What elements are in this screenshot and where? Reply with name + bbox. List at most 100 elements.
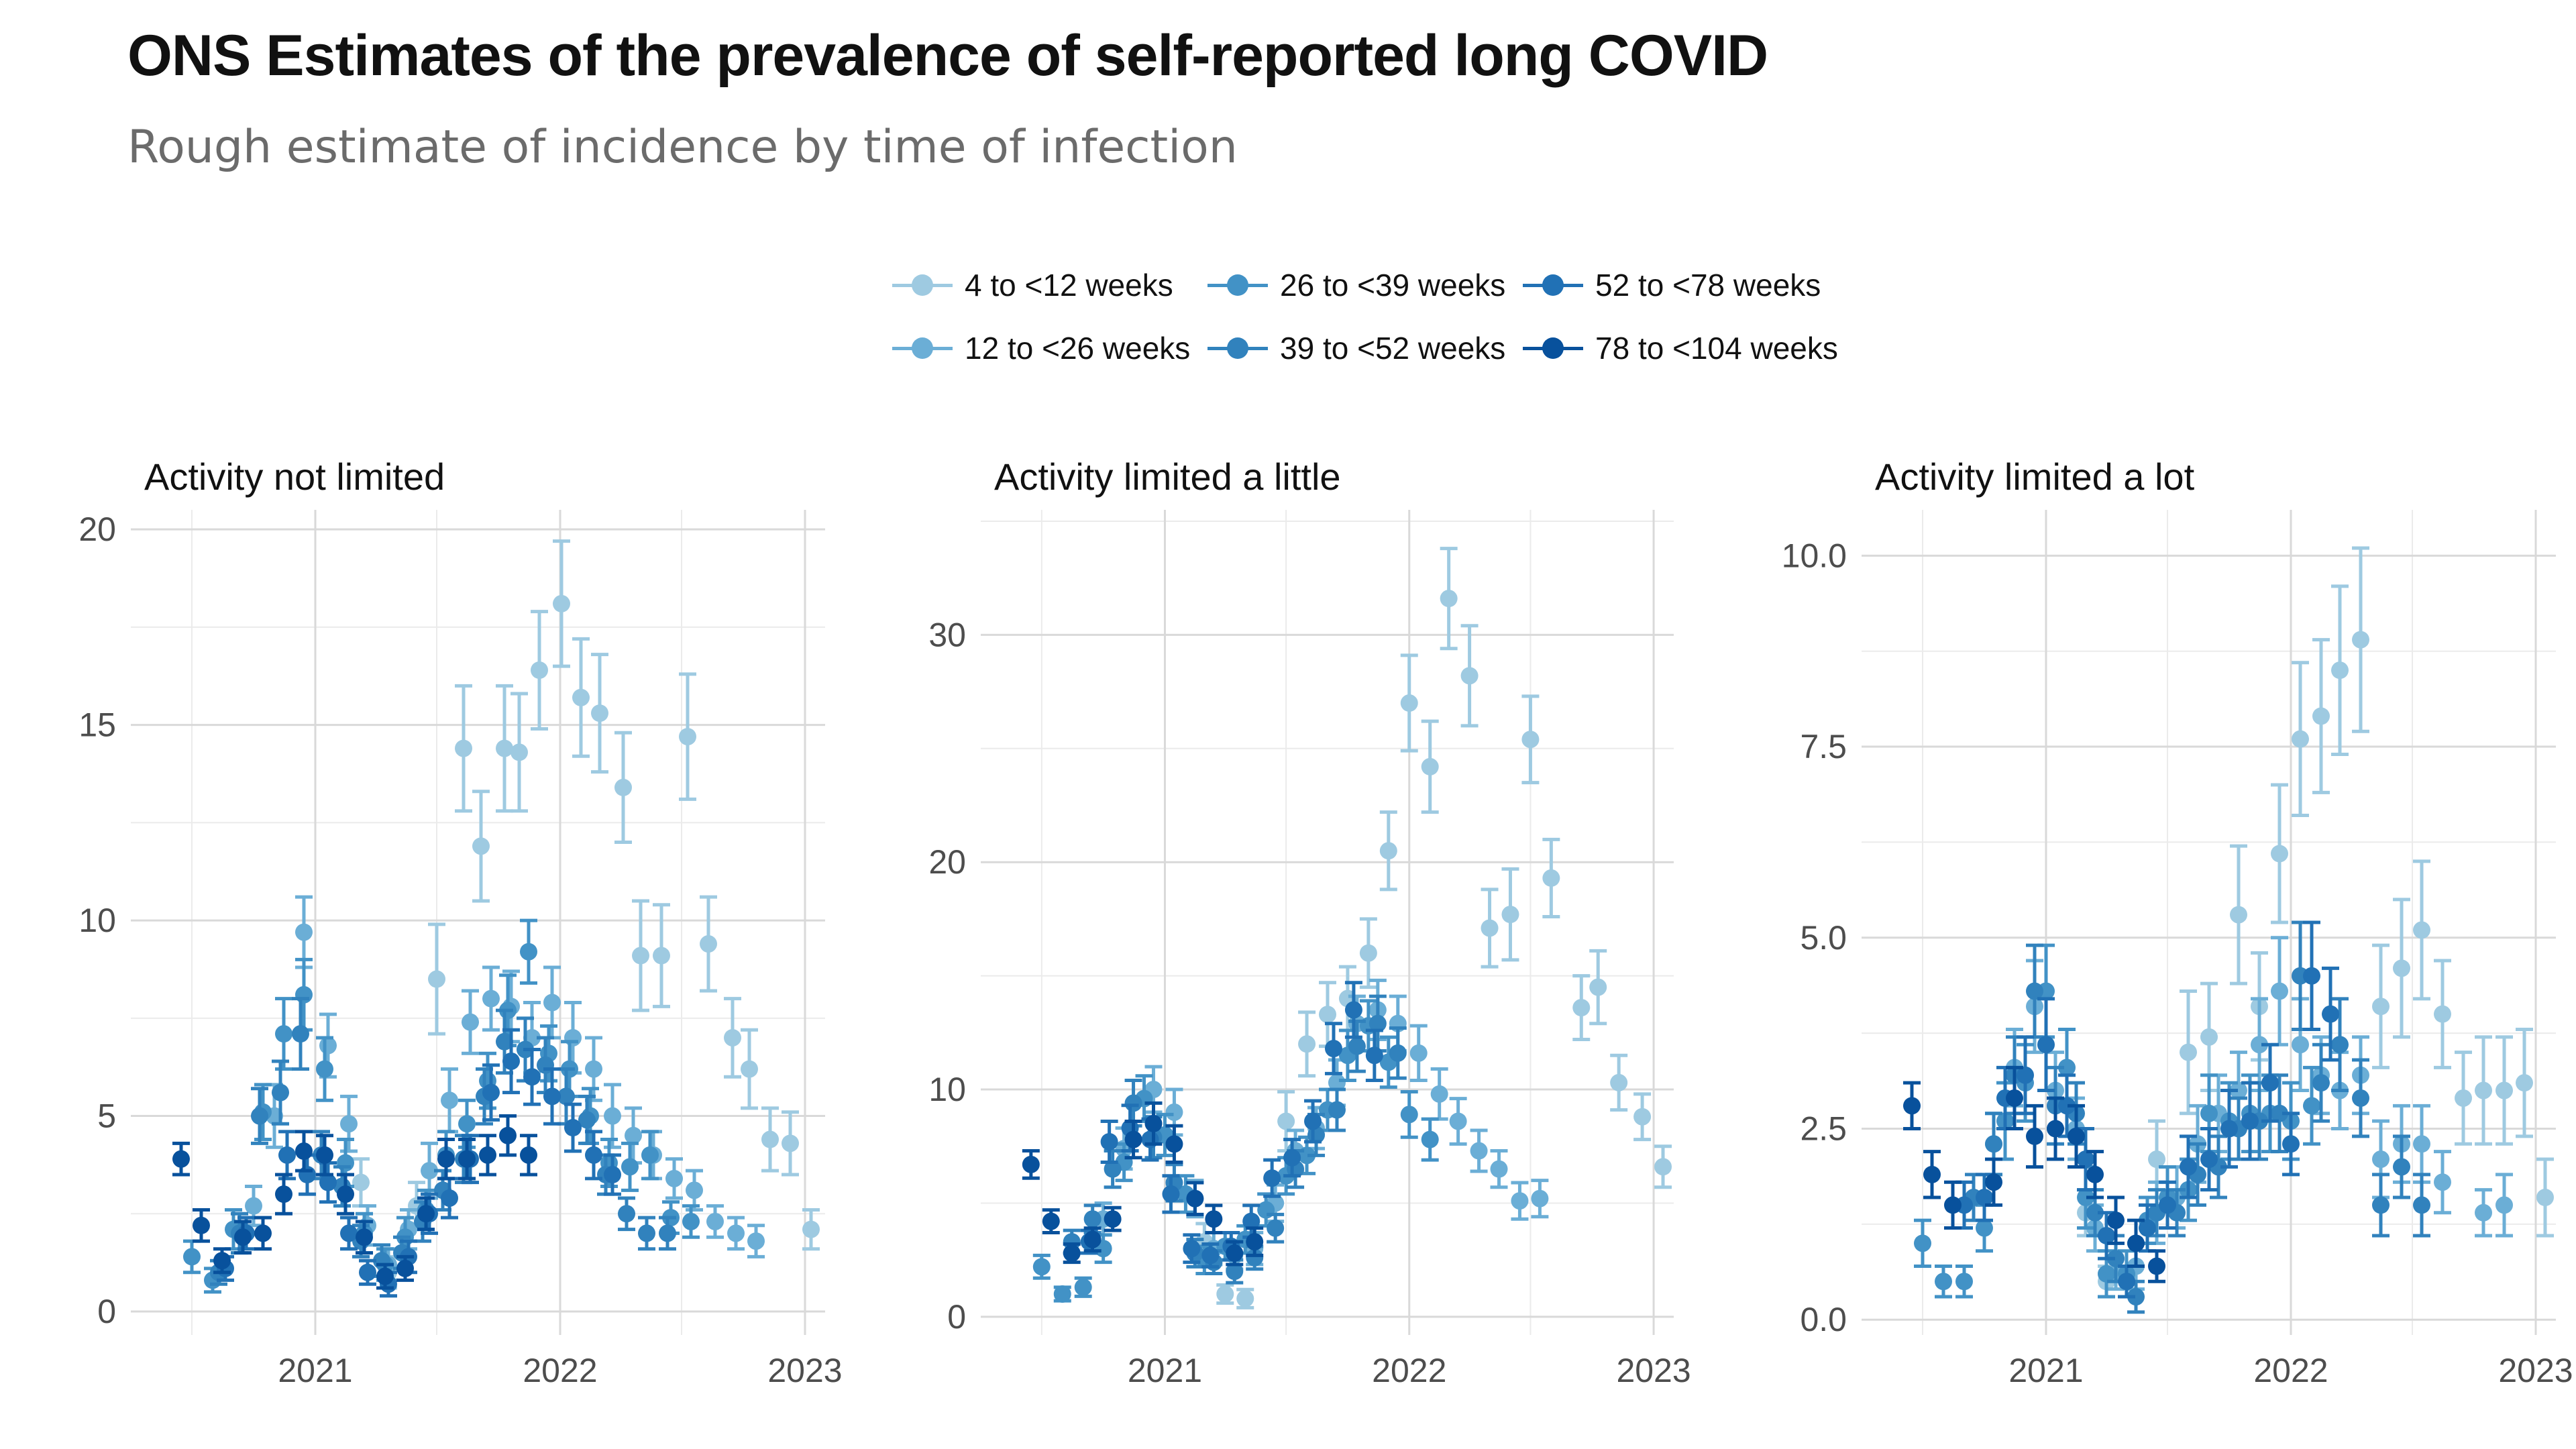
data-point: [183, 1248, 201, 1266]
data-point: [2352, 631, 2369, 649]
y-tick-label: 20: [928, 843, 966, 881]
y-tick-label: 10: [78, 902, 116, 939]
data-point: [1430, 1085, 1448, 1103]
panel-title: Activity not limited: [144, 455, 445, 498]
data-point: [1104, 1210, 1122, 1228]
legend-item-26-39: 26 to <39 weeks: [1201, 258, 1505, 312]
data-point: [1246, 1233, 1264, 1251]
data-point: [1283, 1148, 1301, 1167]
data-point: [1368, 1014, 1387, 1032]
series: [172, 1114, 537, 1290]
legend-item-52-78: 52 to <78 weeks: [1516, 258, 1821, 312]
chart-panel: 0 10 20 30 2021 2022 2023 Activity limited a li…: [928, 455, 1690, 1389]
chart-title: ONS Estimates of the prevalence of self-…: [127, 23, 1768, 88]
data-point: [441, 1091, 458, 1110]
data-point: [337, 1185, 354, 1203]
data-point: [591, 704, 608, 722]
legend-label: 39 to <52 weeks: [1280, 331, 1506, 366]
data-point: [659, 1224, 676, 1242]
data-point: [641, 1146, 659, 1164]
data-point: [1409, 1044, 1428, 1062]
data-point: [275, 1025, 292, 1043]
data-point: [1242, 1212, 1260, 1230]
data-point: [376, 1267, 394, 1285]
data-point: [1572, 999, 1591, 1017]
panel-title: Activity limited a little: [994, 455, 1341, 498]
data-point: [1359, 944, 1377, 962]
data-point: [1389, 1044, 1407, 1062]
data-point: [2127, 1234, 2145, 1252]
y-tick-label: 20: [78, 511, 116, 548]
legend-item-12-26: 12 to <26 weeks: [885, 321, 1190, 375]
data-point: [502, 1052, 520, 1070]
data-point: [2220, 1120, 2238, 1138]
data-point: [1589, 978, 1607, 996]
y-tick-label: 0: [947, 1298, 966, 1336]
legend-key: [885, 328, 959, 368]
data-point: [679, 728, 696, 746]
data-point: [428, 970, 445, 988]
data-point: [496, 1032, 513, 1051]
data-point: [1490, 1160, 1508, 1178]
data-point: [275, 1185, 292, 1203]
data-point: [724, 1028, 741, 1046]
data-point: [340, 1115, 358, 1133]
data-point: [2159, 1196, 2176, 1214]
data-point: [2200, 1028, 2218, 1046]
y-tick-label: 10: [928, 1071, 966, 1108]
data-point: [625, 1126, 642, 1144]
x-tick-label: 2023: [1616, 1352, 1690, 1389]
data-point: [1976, 1189, 1993, 1206]
data-point: [479, 1146, 496, 1164]
data-point: [1400, 694, 1418, 712]
data-point: [1470, 1142, 1488, 1160]
data-point: [1083, 1230, 1102, 1248]
data-point: [2413, 1135, 2430, 1153]
data-point: [564, 1119, 582, 1137]
data-point: [1421, 757, 1439, 775]
data-point: [1421, 1130, 1439, 1148]
data-point: [2352, 1089, 2369, 1107]
data-point: [441, 1189, 458, 1207]
data-point: [2200, 1104, 2218, 1122]
data-point: [2413, 921, 2430, 939]
data-point: [458, 1115, 476, 1133]
data-point: [1074, 1278, 1092, 1296]
data-point: [1267, 1219, 1285, 1237]
data-point: [1944, 1196, 1962, 1214]
chart-panel: 0 5 10 15 20 2021 2022 2023 Activity not limited: [78, 455, 842, 1389]
data-point: [1511, 1192, 1529, 1210]
data-point: [638, 1224, 655, 1242]
data-point: [1183, 1240, 1201, 1258]
data-point: [1186, 1189, 1204, 1208]
data-point: [1205, 1210, 1223, 1228]
data-point: [337, 1154, 354, 1172]
x-tick-label: 2021: [278, 1352, 352, 1389]
data-point: [1460, 667, 1479, 685]
data-point: [2303, 1097, 2320, 1115]
data-point: [2068, 1127, 2085, 1145]
data-point: [172, 1150, 190, 1168]
data-point: [1042, 1212, 1060, 1230]
data-point: [1328, 1073, 1346, 1091]
data-point: [1985, 1173, 2002, 1191]
data-point: [2148, 1150, 2165, 1169]
data-point: [2393, 959, 2410, 977]
data-point: [2077, 1150, 2094, 1169]
y-tick-label: 5: [97, 1097, 116, 1135]
series: [1195, 547, 1672, 1309]
data-point: [1379, 842, 1397, 860]
data-point: [1440, 590, 1458, 608]
data-point: [1542, 869, 1560, 887]
data-point: [665, 1169, 683, 1187]
data-point: [299, 1165, 316, 1183]
data-point: [1633, 1108, 1652, 1126]
data-point: [1216, 1285, 1234, 1303]
y-tick-label: 30: [928, 616, 966, 653]
data-point: [472, 837, 490, 855]
data-point: [614, 778, 632, 796]
data-point: [1032, 1258, 1051, 1276]
data-point: [2107, 1250, 2125, 1268]
data-point: [1053, 1285, 1071, 1303]
data-point: [193, 1216, 210, 1234]
